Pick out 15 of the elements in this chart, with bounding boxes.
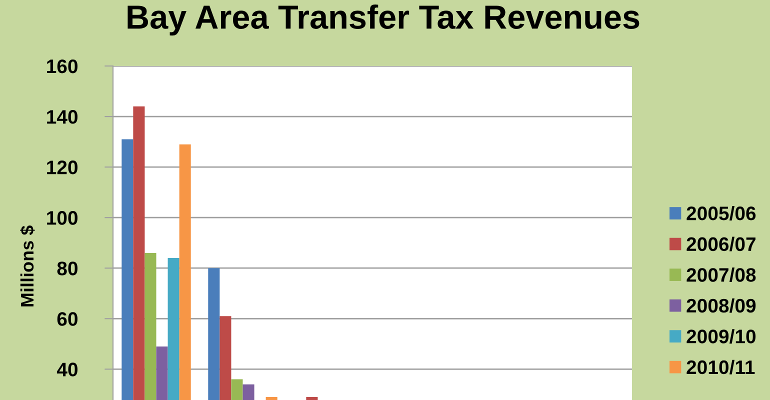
legend-label: 2010/11	[686, 360, 755, 374]
y-tick-label: 100	[47, 211, 78, 225]
chart-title: Bay Area Transfer Tax Revenues	[128, 4, 640, 36]
legend-label: 2006/07	[686, 236, 756, 252]
y-tick-label: 40	[56, 362, 78, 376]
y-tick-label: 80	[57, 262, 78, 276]
y-tick-label: 160	[47, 59, 78, 74]
y-axis-title: Millions $	[20, 226, 35, 306]
legend-label: 2009/10	[686, 329, 756, 344]
legend-label: 2005/06	[686, 206, 756, 221]
legend-label: 2008/09	[686, 298, 756, 313]
legend-label: 2007/08	[686, 268, 756, 282]
y-tick-label: 140	[47, 110, 78, 124]
y-tick-label: 60	[57, 312, 78, 326]
y-tick-label: 120	[47, 160, 78, 174]
